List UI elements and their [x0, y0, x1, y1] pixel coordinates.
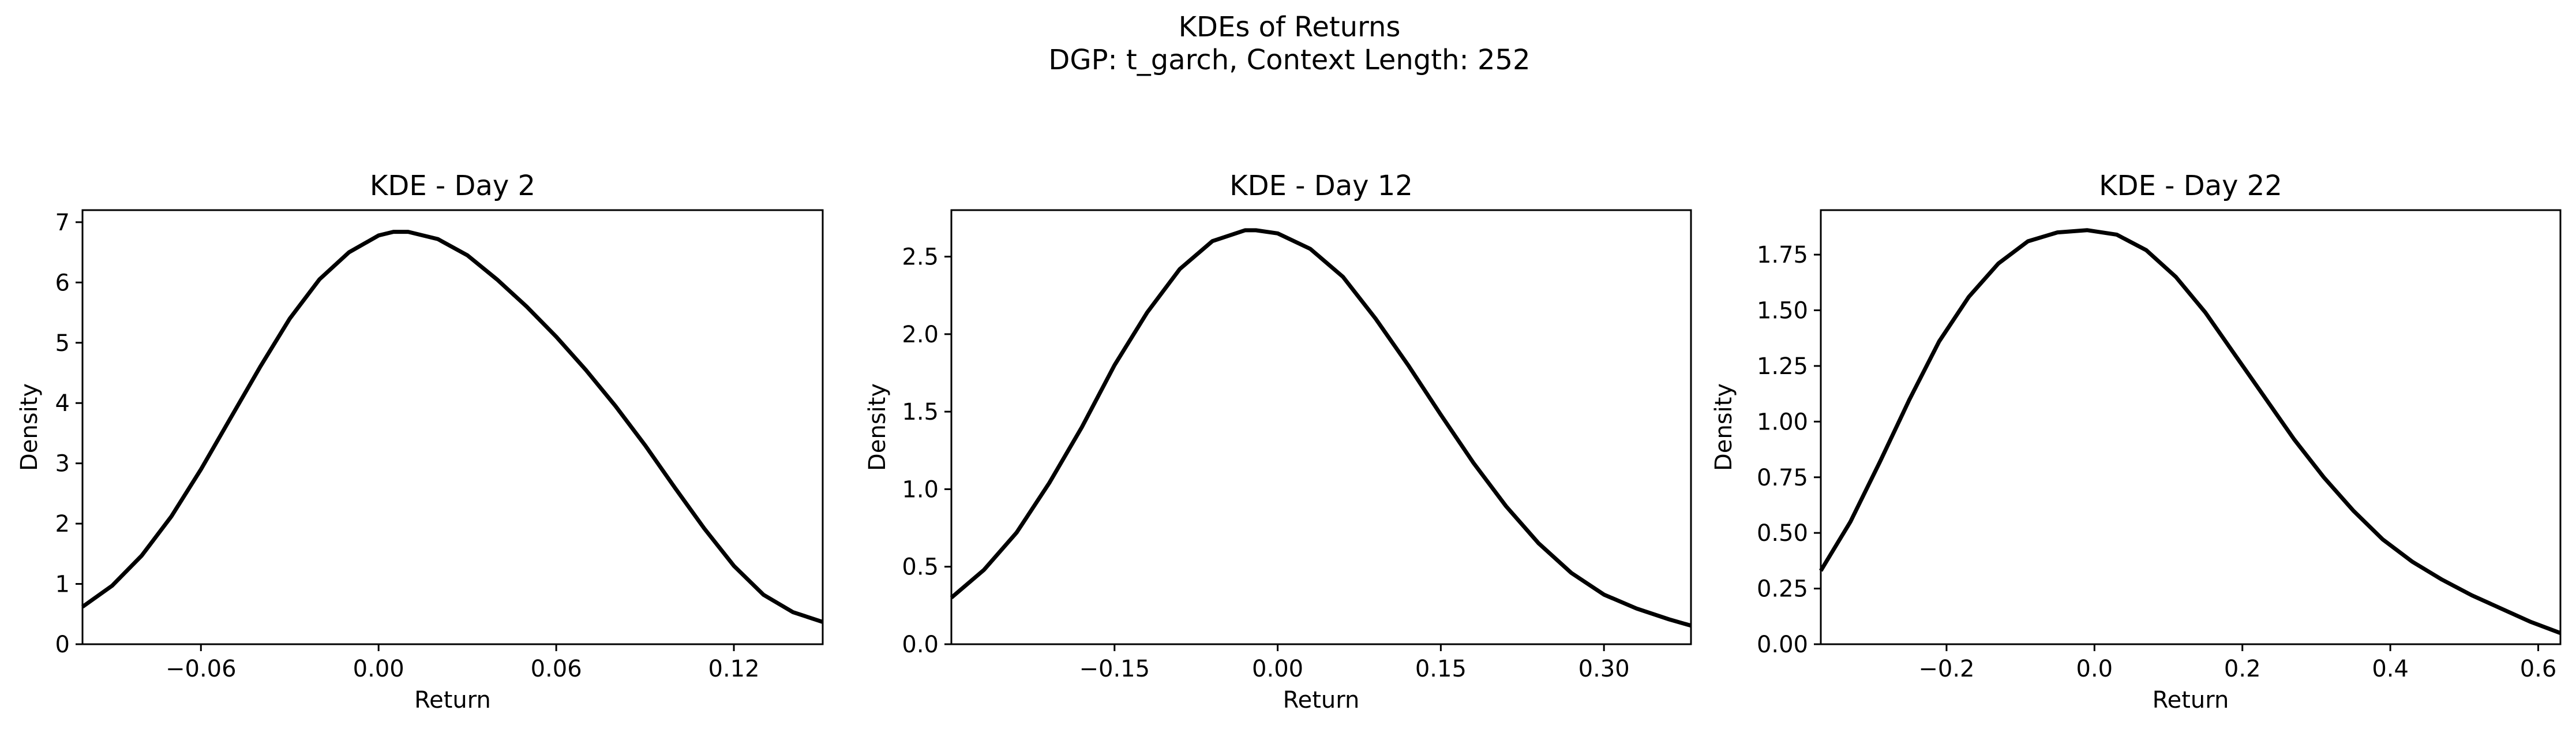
x-tick-label: −0.2	[1918, 656, 1974, 682]
panel-title: KDE - Day 2	[370, 170, 535, 202]
figure-title-line-1: KDEs of Returns	[1179, 11, 1401, 43]
y-tick-label: 1	[55, 571, 70, 598]
y-tick-label: 5	[55, 330, 70, 357]
y-tick-label: 3	[55, 451, 70, 477]
y-tick-label: 0.00	[1757, 632, 1808, 658]
y-tick-label: 6	[55, 270, 70, 296]
axes-frame	[950, 209, 1692, 645]
y-tick-label: 0.75	[1757, 465, 1808, 491]
x-tick-label: 0.4	[2372, 656, 2409, 682]
x-tick-label: 0.0	[2076, 656, 2113, 682]
y-axis-label: Density	[1711, 383, 1737, 471]
figure-title-line-2: DGP: t_garch, Context Length: 252	[1048, 44, 1530, 76]
y-tick-label: 7	[55, 210, 70, 236]
y-tick-label: 1.75	[1757, 242, 1808, 268]
y-tick-label: 1.0	[902, 476, 939, 503]
x-tick-label: −0.06	[166, 656, 237, 682]
y-tick-label: 1.00	[1757, 409, 1808, 435]
x-tick-label: −0.15	[1079, 656, 1150, 682]
kde-curve	[81, 230, 824, 624]
y-tick-label: 0	[55, 632, 70, 658]
y-axis-label: Density	[864, 383, 891, 471]
kde-curve	[950, 228, 1692, 628]
kde-panel-day-2: −0.06 0.00 0.06 0.12 0 1 2 3 4 5 6 7 KDE - Day 2 Retu…	[16, 170, 824, 713]
x-tick-label: 0.30	[1578, 656, 1630, 682]
x-tick-label: 0.06	[531, 656, 582, 682]
x-axis-label: Return	[414, 687, 491, 713]
y-tick-label: 0.50	[1757, 520, 1808, 547]
x-tick-label: 0.15	[1415, 656, 1467, 682]
x-tick-label: 0.12	[708, 656, 760, 682]
axes-frame	[81, 209, 824, 645]
kde-curve	[1819, 228, 2562, 635]
y-tick-label: 1.25	[1757, 353, 1808, 380]
y-tick-label: 2.5	[902, 244, 939, 271]
x-tick-label: 0.2	[2224, 656, 2261, 682]
y-tick-label: 1.50	[1757, 298, 1808, 324]
y-axis-label: Density	[16, 383, 43, 471]
x-tick-label: 0.00	[1252, 656, 1303, 682]
y-tick-label: 1.5	[902, 399, 939, 425]
x-tick-label: 0.00	[353, 656, 404, 682]
y-tick-label: 2	[55, 511, 70, 537]
y-tick-label: 0.5	[902, 554, 939, 581]
kde-panel-day-22: −0.2 0.0 0.2 0.4 0.6 0.00 0.25 0.50 0.75 1.00 1.25…	[1711, 170, 2562, 713]
panel-title: KDE - Day 22	[2099, 170, 2282, 202]
y-tick-label: 0.0	[902, 632, 939, 658]
x-axis-label: Return	[1283, 687, 1360, 713]
x-tick-label: 0.6	[2520, 656, 2557, 682]
y-tick-label: 0.25	[1757, 576, 1808, 603]
x-axis-label: Return	[2153, 687, 2229, 713]
axes-frame	[1820, 209, 2562, 645]
panel-title: KDE - Day 12	[1229, 170, 1413, 202]
kde-panel-day-12: −0.15 0.00 0.15 0.30 0.0 0.5 1.0 1.5 2.0 2.5 KDE -…	[864, 170, 1692, 713]
y-tick-label: 4	[55, 390, 70, 417]
y-tick-label: 2.0	[902, 322, 939, 348]
